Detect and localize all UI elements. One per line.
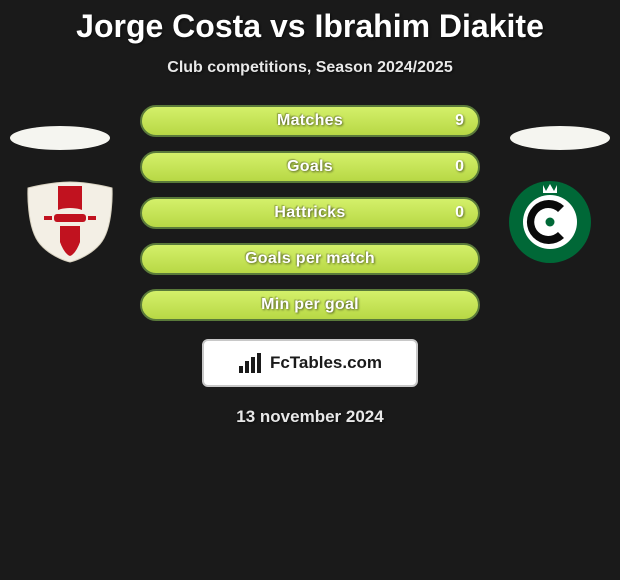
stat-label: Goals per match xyxy=(245,250,375,268)
club-badge-left xyxy=(20,180,120,264)
player1-name: Jorge Costa xyxy=(76,8,261,44)
player2-photo-oval xyxy=(510,126,610,150)
player2-name: Ibrahim Diakite xyxy=(314,8,543,44)
stat-right-value: 9 xyxy=(455,112,464,130)
brand-box: FcTables.com xyxy=(202,339,418,387)
brand-text: FcTables.com xyxy=(270,353,382,373)
bars-icon xyxy=(238,352,264,374)
stat-label: Min per goal xyxy=(261,296,359,314)
stat-right-value: 0 xyxy=(455,158,464,176)
date: 13 november 2024 xyxy=(236,407,383,427)
stat-label: Goals xyxy=(287,158,333,176)
subtitle: Club competitions, Season 2024/2025 xyxy=(167,59,452,77)
stat-row-matches: Matches 9 xyxy=(140,105,480,137)
club-badge-right xyxy=(500,180,600,264)
stats-list: Matches 9 Goals 0 Hattricks 0 Goals per … xyxy=(140,105,480,321)
page-title: Jorge Costa vs Ibrahim Diakite xyxy=(76,8,544,45)
stat-label: Hattricks xyxy=(274,204,345,222)
player1-photo-oval xyxy=(10,126,110,150)
stat-label: Matches xyxy=(277,112,343,130)
stat-right-value: 0 xyxy=(455,204,464,222)
stat-row-goals-per-match: Goals per match xyxy=(140,243,480,275)
stat-row-min-per-goal: Min per goal xyxy=(140,289,480,321)
stat-row-goals: Goals 0 xyxy=(140,151,480,183)
stat-row-hattricks: Hattricks 0 xyxy=(140,197,480,229)
vs-text: vs xyxy=(270,8,306,44)
